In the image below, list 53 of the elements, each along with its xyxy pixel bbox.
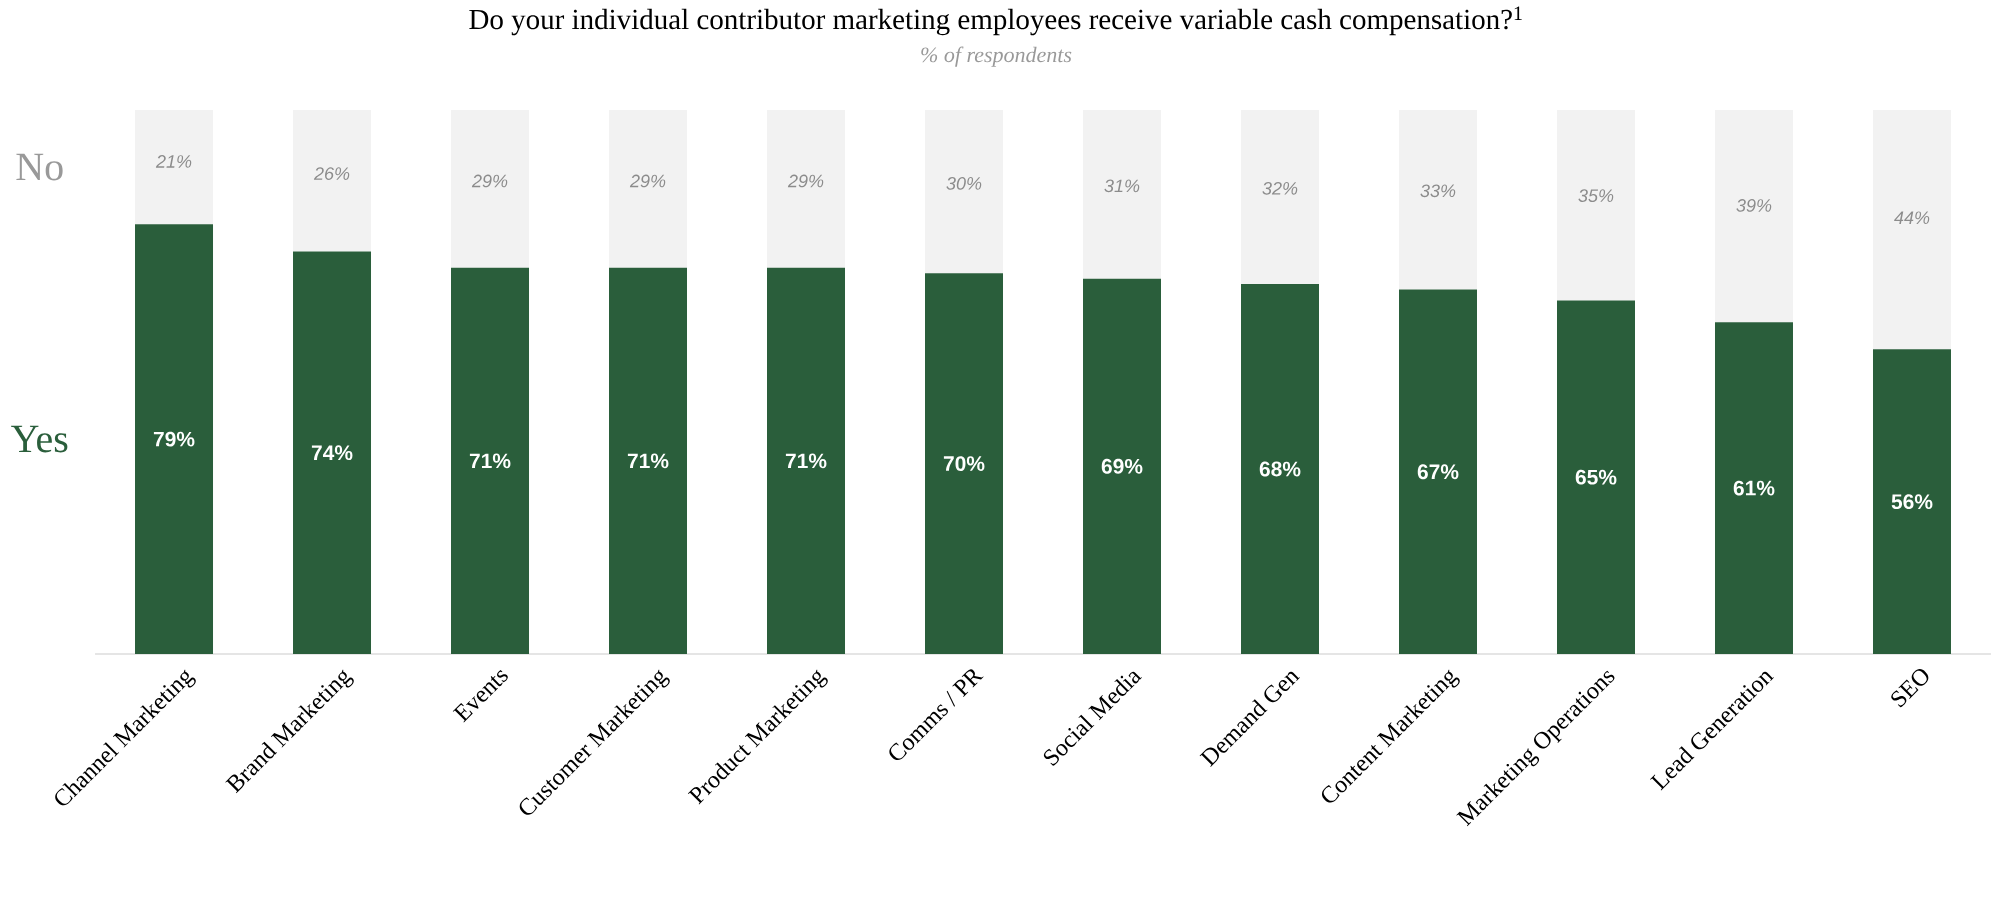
series-label: No xyxy=(16,153,63,181)
bar xyxy=(135,224,214,654)
data-label: 29% xyxy=(471,174,508,188)
data-label: 35% xyxy=(1578,189,1614,203)
data-label: 69% xyxy=(1101,458,1143,474)
data-label: 44% xyxy=(1894,211,1930,224)
data-label: 29% xyxy=(787,174,824,188)
bar xyxy=(1241,109,1319,285)
bar xyxy=(925,273,1003,654)
data-label: 67% xyxy=(1417,464,1459,480)
bar xyxy=(1715,109,1793,323)
data-label: 33% xyxy=(1420,184,1456,198)
data-label: 31% xyxy=(1104,179,1140,193)
series-label: Yes xyxy=(11,425,68,453)
data-label: 30% xyxy=(946,177,982,190)
bar xyxy=(293,109,372,252)
bar xyxy=(1873,349,1951,654)
data-label: 71% xyxy=(469,453,511,469)
data-label: 71% xyxy=(627,453,669,469)
bar xyxy=(767,109,846,268)
data-label: 56% xyxy=(1891,494,1933,510)
data-label: 26% xyxy=(313,167,350,180)
data-label: 29% xyxy=(629,174,666,188)
bar xyxy=(609,109,688,268)
bar xyxy=(1241,284,1319,654)
bar xyxy=(1557,109,1635,301)
data-label: 39% xyxy=(1736,199,1772,212)
chart-title: Do your individual contributor marketing employees receive variable cash compensation?$^{1}$ xyxy=(469,6,1522,36)
data-label: 79% xyxy=(153,431,195,447)
data-label: 74% xyxy=(311,445,353,461)
bar xyxy=(1873,109,1951,350)
bar xyxy=(767,267,846,654)
bar xyxy=(1083,109,1161,279)
data-label: 71% xyxy=(785,453,827,469)
bar xyxy=(1715,322,1793,654)
bar xyxy=(1083,278,1161,654)
x-tick-label: SEO xyxy=(1891,669,1929,708)
bar xyxy=(1399,289,1477,654)
data-label: 70% xyxy=(943,456,985,472)
data-label: 61% xyxy=(1733,480,1775,496)
bar xyxy=(609,267,688,654)
bar xyxy=(1399,109,1477,290)
data-label: 65% xyxy=(1575,469,1617,485)
chart-subtitle: % of respondents xyxy=(921,46,1072,67)
bar xyxy=(293,251,372,654)
bar xyxy=(135,109,214,225)
bar xyxy=(1557,300,1635,654)
data-label: 21% xyxy=(155,155,192,168)
data-label: 68% xyxy=(1259,461,1301,477)
bar xyxy=(451,267,530,654)
bar xyxy=(925,109,1003,274)
data-label: 32% xyxy=(1262,181,1298,195)
bar xyxy=(451,109,530,268)
